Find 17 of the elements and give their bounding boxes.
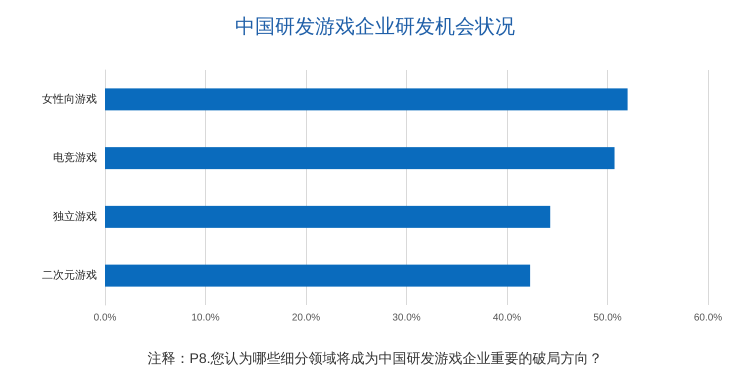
bar	[105, 206, 550, 228]
y-tick-label: 电竞游戏	[53, 151, 97, 164]
x-tick-label: 20.0%	[292, 312, 320, 324]
bar	[105, 88, 628, 110]
bar	[105, 147, 615, 170]
y-tick-label: 二次元游戏	[42, 268, 97, 282]
bar	[105, 264, 530, 287]
x-tick-label: 40.0%	[492, 312, 522, 324]
y-tick-label: 女性向游戏	[42, 92, 97, 106]
x-tick-label: 60.0%	[694, 312, 722, 324]
x-tick-label: 0.0%	[94, 312, 117, 324]
x-tick-label: 10.0%	[191, 312, 220, 324]
y-tick-label: 独立游戏	[53, 210, 97, 223]
text: 注释：P8.您认为哪些细分领域将成为中国研发游戏企业重要的破局方向？	[147, 350, 603, 366]
chart-title: 中国研发游戏企业研发机会状况	[235, 16, 515, 38]
x-tick-label: 50.0%	[593, 312, 622, 324]
x-tick-label: 30.0%	[392, 312, 421, 324]
